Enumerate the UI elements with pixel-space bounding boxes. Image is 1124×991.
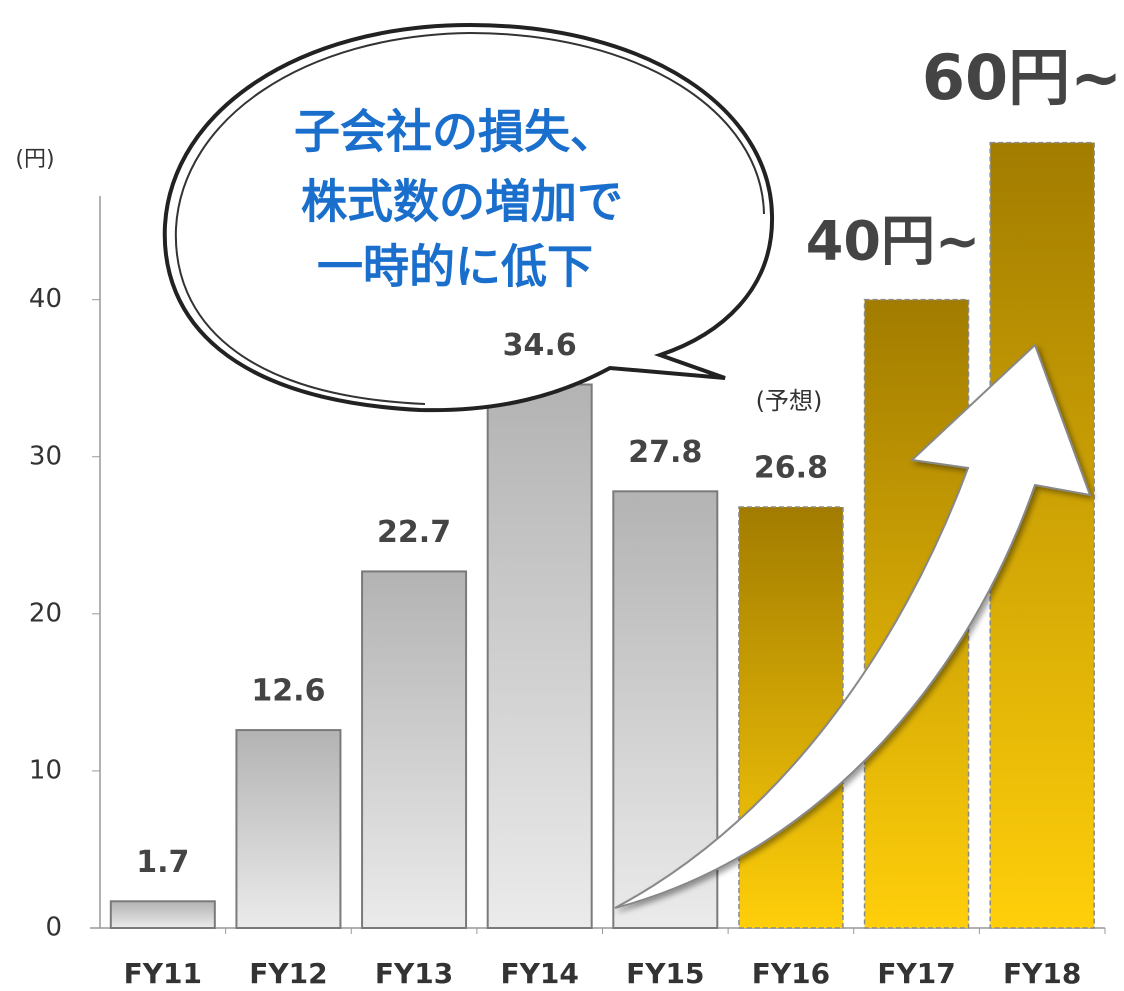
y-tick-label: 0: [45, 913, 62, 943]
y-tick-label: 20: [29, 598, 62, 628]
bubble-text: 株式数の増加で: [301, 175, 623, 229]
target-annotation: 60円~: [922, 41, 1122, 114]
x-tick-label: FY17: [877, 957, 955, 990]
value-label: 22.7: [377, 515, 451, 550]
bar: [739, 507, 843, 928]
bubble-text: 子会社の損失、: [294, 105, 616, 159]
bar: [236, 730, 340, 928]
x-tick-label: FY12: [249, 957, 327, 990]
target-annotation: 40円~: [806, 210, 980, 273]
value-label: 12.6: [251, 674, 325, 709]
x-tick-label: FY11: [124, 957, 202, 990]
value-label: 27.8: [628, 435, 702, 470]
chart: 子会社の損失、 株式数の増加で 一時的に低下 0 10 20 30 40 FY11 1.7 F…: [0, 0, 1124, 991]
x-tick-label: FY16: [752, 957, 830, 990]
bubble-text: 一時的に低下: [317, 240, 593, 294]
y-tick-label: 10: [29, 755, 62, 785]
y-tick-label: 40: [29, 284, 62, 314]
x-tick-label: FY18: [1003, 957, 1081, 990]
forecast-label: (予想): [756, 387, 823, 415]
speech-bubble: 子会社の損失、 株式数の増加で 一時的に低下: [165, 25, 772, 410]
value-label: 34.6: [503, 328, 577, 363]
x-tick-label: FY13: [375, 957, 453, 990]
x-tick-label: FY14: [501, 957, 579, 990]
bar: [488, 384, 592, 928]
bar: [111, 901, 215, 928]
value-label: 26.8: [754, 451, 828, 486]
x-tick-label: FY15: [626, 957, 704, 990]
y-tick-label: 30: [29, 441, 62, 471]
bar: [362, 571, 466, 928]
value-label: 1.7: [136, 845, 189, 880]
y-unit-label: (円): [15, 147, 54, 172]
